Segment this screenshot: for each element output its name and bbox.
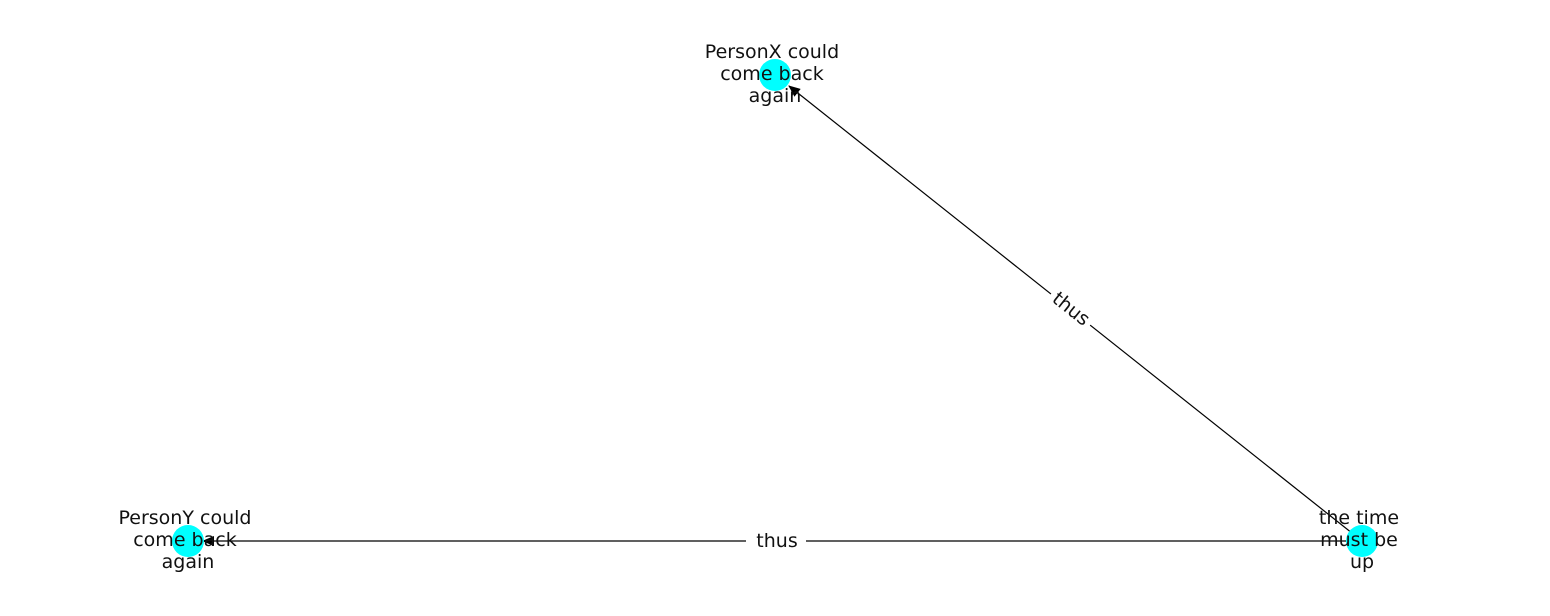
node-circle-time	[1346, 525, 1378, 557]
node-personx[interactable]: PersonX could come back again	[705, 41, 845, 107]
node-label-persony: PersonY could come back again	[119, 507, 258, 573]
node-time[interactable]: the time must be up	[1319, 507, 1405, 573]
node-label-time: the time must be up	[1319, 507, 1405, 573]
edge-label-bg-time-personx	[1043, 283, 1099, 335]
node-persony[interactable]: PersonY could come back again	[119, 507, 258, 573]
edge-time-to-personx: thus	[788, 85, 1363, 542]
node-circle-personx	[759, 59, 791, 91]
node-label-personx: PersonX could come back again	[705, 41, 845, 107]
edge-time-to-persony: thus	[202, 527, 1362, 555]
node-circle-persony	[172, 525, 204, 557]
edge-label-bg-time-persony	[746, 527, 806, 555]
edge-label-time-persony: thus	[756, 530, 797, 552]
